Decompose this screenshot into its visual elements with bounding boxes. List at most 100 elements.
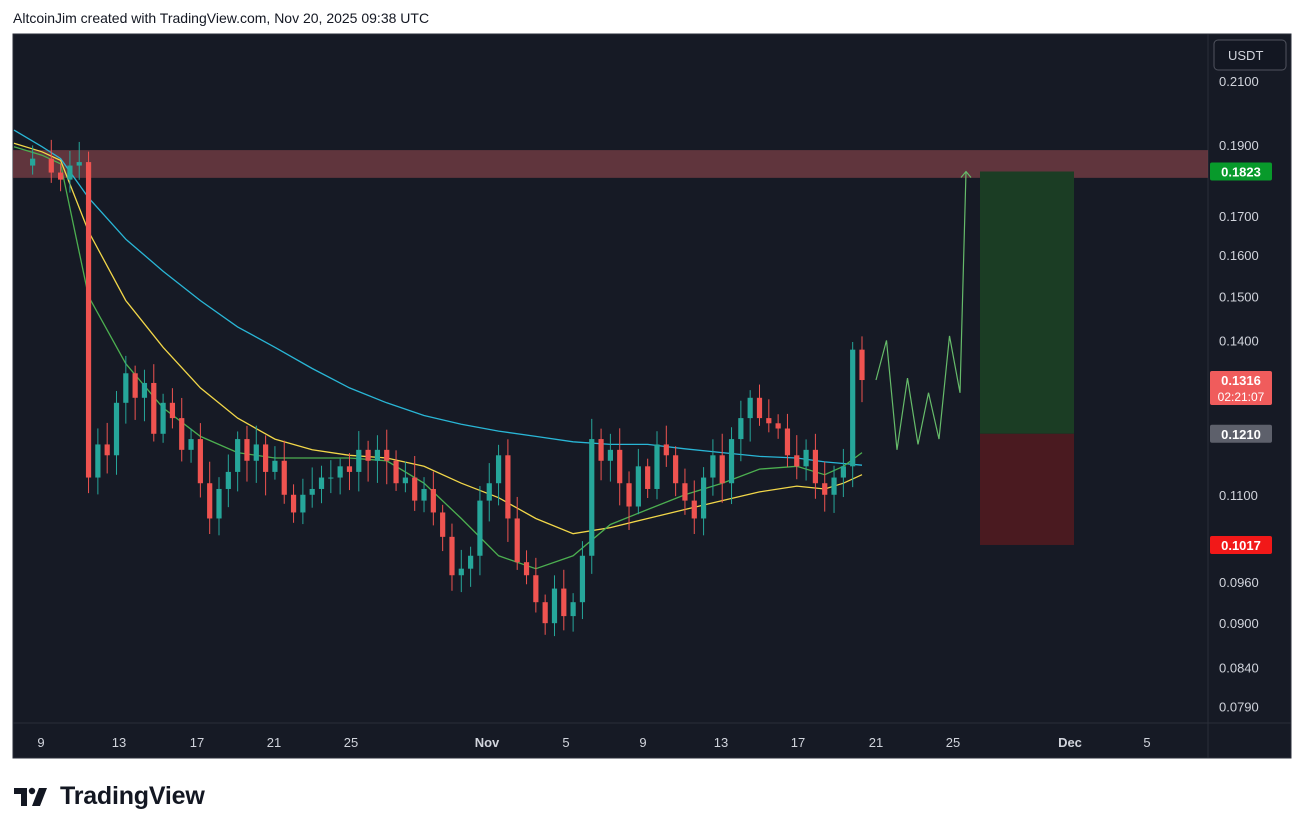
moving-average-cyan: [13, 129, 863, 466]
candle-body: [235, 439, 241, 472]
candle-body: [151, 382, 157, 434]
candle: [486, 463, 492, 522]
time-tick-label: 25: [946, 735, 960, 750]
time-axis[interactable]: 9 13 17 21 25 Nov 5 9 13 17 21 25 Dec 5: [37, 735, 1150, 750]
candle: [169, 388, 176, 429]
candle-body: [840, 466, 846, 478]
candle-body: [263, 444, 269, 472]
candle: [710, 439, 716, 496]
price-tick-label: 0.1500: [1219, 289, 1259, 304]
target-price-label-value: 0.1823: [1221, 165, 1261, 180]
candle-body: [309, 488, 315, 495]
candle-body: [551, 588, 558, 624]
current-price-label-value: 0.1316: [1221, 373, 1261, 388]
candle-body: [561, 588, 567, 617]
candle: [570, 593, 576, 632]
candle-body: [589, 439, 595, 556]
currency-badge[interactable]: USDT: [1213, 39, 1287, 71]
candle: [663, 425, 669, 467]
candle-body: [85, 162, 92, 478]
candle-body: [812, 449, 819, 484]
candle: [393, 450, 399, 491]
candle-body: [104, 444, 110, 456]
candle-body: [738, 418, 744, 440]
entry-price-label-box: [1210, 424, 1272, 443]
candle-body: [477, 500, 483, 556]
candle-body: [57, 172, 64, 180]
current-price-label-countdown: 02:21:07: [1218, 390, 1265, 404]
candle-body: [533, 575, 539, 603]
candle: [598, 428, 604, 481]
tradingview-logo[interactable]: TradingView: [14, 782, 205, 811]
candle: [561, 569, 567, 631]
entry-price-label: 0.1210: [1210, 424, 1272, 443]
candle: [831, 465, 837, 513]
candle: [402, 461, 408, 493]
candle-body: [645, 466, 651, 489]
time-tick-label: 9: [639, 735, 646, 750]
candle-body: [570, 602, 576, 617]
candle-body: [626, 483, 632, 507]
chart-background: [12, 33, 1292, 759]
candle: [113, 390, 120, 475]
candle: [822, 461, 828, 512]
candle: [691, 480, 697, 535]
candle: [626, 471, 632, 530]
candle: [784, 413, 791, 467]
candle: [505, 439, 511, 542]
candles-layer: [30, 139, 865, 637]
current-price-label-box: [1210, 371, 1272, 406]
candle: [766, 399, 772, 433]
candle-body: [747, 397, 753, 419]
candle: [412, 456, 418, 511]
candle-body: [766, 418, 772, 424]
candle-body: [430, 488, 436, 513]
projection-layer: [875, 170, 972, 450]
target-price-label-box: [1210, 162, 1272, 181]
candle: [859, 336, 865, 403]
candle: [365, 440, 371, 482]
candle: [756, 384, 763, 426]
candle: [48, 139, 54, 183]
chart-attribution: AltcoinJim created with TradingView.com,…: [13, 10, 430, 26]
candle: [645, 458, 651, 498]
candle-body: [505, 455, 511, 519]
price-axis[interactable]: 0.2100 0.1900 0.1700 0.1600 0.1500 0.1400 0.11…: [1219, 74, 1259, 715]
candle: [309, 467, 315, 508]
candle: [160, 393, 166, 443]
candle: [542, 594, 548, 635]
candle: [95, 428, 101, 495]
candle-body: [440, 512, 446, 537]
price-tick-label: 0.0790: [1219, 700, 1259, 715]
candle-body: [673, 455, 679, 484]
entry-price-label-value: 0.1210: [1221, 427, 1261, 442]
candle: [738, 400, 744, 462]
price-tick-label: 0.0900: [1219, 616, 1259, 631]
candle-body: [663, 444, 669, 456]
candle-body: [542, 602, 548, 624]
candle-body: [188, 439, 194, 450]
candle-body: [272, 460, 278, 472]
candle: [244, 425, 250, 482]
candle: [374, 435, 381, 483]
tradingview-brand: TradingView: [60, 782, 205, 810]
candle: [188, 428, 194, 463]
candle: [589, 418, 595, 574]
stop-price-label: 0.1017: [1210, 535, 1272, 554]
candle-body: [635, 466, 641, 507]
candle-body: [141, 382, 148, 398]
candle: [477, 485, 483, 576]
candle-body: [169, 402, 176, 419]
candle-body: [30, 158, 36, 166]
candle-body: [617, 449, 623, 484]
candle-body: [207, 483, 213, 519]
stop-zone: [980, 433, 1074, 545]
time-tick-label: 5: [562, 735, 569, 750]
price-tick-label: 0.1700: [1219, 209, 1259, 224]
candle: [197, 423, 203, 498]
candle: [551, 575, 558, 637]
candle-body: [253, 444, 259, 461]
currency-label: USDT: [1228, 48, 1263, 63]
candle-body: [225, 471, 231, 489]
